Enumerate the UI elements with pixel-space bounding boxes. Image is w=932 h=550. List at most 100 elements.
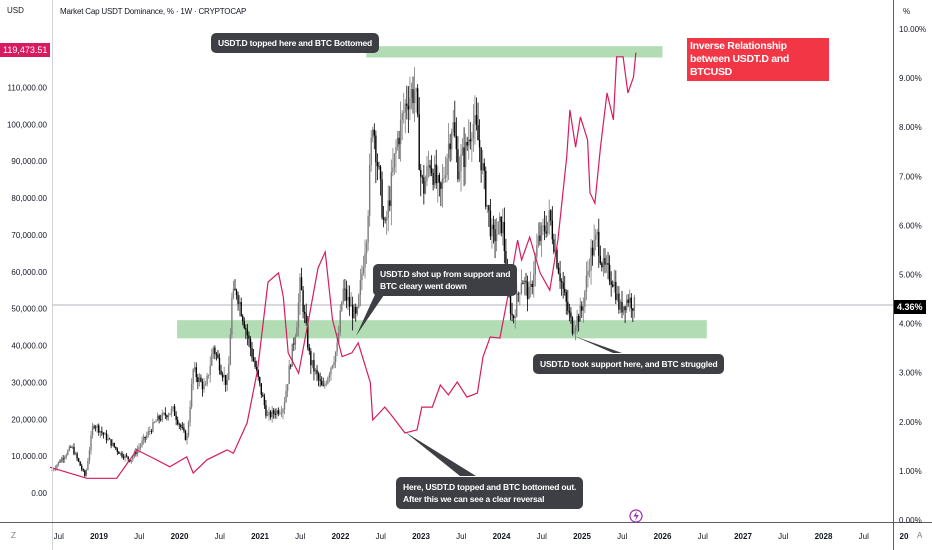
candle-body (91, 426, 94, 436)
candle-body (625, 299, 628, 311)
candle-body (492, 224, 495, 230)
left-tick-label: 80,000.00 (11, 194, 47, 203)
candle-body (144, 436, 146, 439)
candle-body (454, 122, 456, 136)
candle-body (612, 284, 614, 287)
candle-body (478, 140, 481, 148)
right-axis[interactable]: 0.00% 1.00% 2.00% 3.00% 4.00% 5.00% 6.00% 7.00%… (899, 25, 926, 525)
right-tick-label: 10.00% (899, 25, 926, 34)
candle-body (368, 165, 371, 216)
candle-body (320, 380, 323, 386)
candle-body (427, 165, 430, 167)
candle-body (477, 125, 479, 141)
candle-body (621, 301, 623, 313)
candle-body (59, 461, 61, 463)
candle-body (608, 264, 611, 282)
candle-body (613, 281, 615, 287)
lightning-icon[interactable] (629, 509, 643, 523)
candle-body (406, 103, 408, 106)
candle-body (344, 288, 346, 290)
time-tick-label: Jul (778, 532, 788, 541)
candle-body (392, 167, 394, 173)
candle-body (268, 411, 270, 416)
candle-body (396, 137, 399, 147)
candle-body (481, 163, 484, 171)
candle-body (458, 171, 461, 180)
candle-body (441, 178, 444, 189)
candle-body (229, 334, 232, 365)
candle-body (138, 447, 140, 450)
candle-body (526, 282, 529, 300)
right-tick-label: 7.00% (899, 172, 922, 181)
candle-body (519, 293, 521, 294)
timezone-button[interactable]: Z (11, 531, 16, 540)
candle-body (423, 177, 425, 194)
callout-shot-up[interactable]: USDT.D shot up from support and BTC clea… (373, 264, 518, 296)
candle-body (77, 458, 80, 462)
candle-body (633, 297, 636, 311)
candle-body (251, 348, 253, 358)
candle-body (618, 293, 620, 310)
candle-body (88, 450, 91, 461)
candle-body (272, 410, 275, 414)
candle-body (310, 351, 312, 366)
candle-body (610, 281, 612, 285)
candle-body (480, 147, 482, 171)
candle-body (262, 394, 264, 397)
candle-body (437, 175, 439, 184)
callout-top[interactable]: USDT.D topped here and BTC Bottomed (211, 33, 380, 53)
candle-body (110, 439, 112, 446)
candle-body (257, 369, 259, 378)
candle-body (325, 383, 328, 385)
candle-body (358, 295, 360, 308)
candle-body (181, 427, 184, 428)
candle-body (385, 218, 388, 221)
candle-body (429, 165, 431, 169)
candle-body (488, 205, 490, 211)
candle-body (390, 172, 393, 206)
candle-body (607, 263, 609, 265)
time-axis[interactable]: Jul 2019 Jul 2020 Jul 2021 Jul 2022 Jul 2023 Jul 20… (54, 532, 909, 541)
candle-body (413, 91, 416, 104)
candle-body (446, 158, 448, 176)
candle-body (60, 458, 63, 462)
candle-body (581, 305, 583, 311)
candle-body (111, 442, 114, 446)
candle-body (260, 383, 263, 395)
candle-body (238, 302, 241, 305)
auto-scale-button[interactable]: A (917, 531, 923, 540)
callout-reversal[interactable]: Here, USDT.D topped and BTC bottomed out… (396, 477, 584, 509)
candle-body (305, 313, 307, 324)
candle-body (591, 247, 594, 256)
candle-body (542, 225, 544, 227)
candle-body (559, 273, 561, 282)
candle-body (605, 263, 608, 265)
candle-body (499, 216, 501, 222)
usdt-last-value-tag: 4.36% (894, 300, 926, 314)
right-tick-label: 8.00% (899, 123, 922, 132)
left-axis[interactable]: 0.00 10,000.00 20,000.00 30,000.00 40,000.00… (7, 83, 48, 498)
candle-body (195, 367, 197, 378)
candle-body (155, 421, 157, 423)
candle-body (130, 459, 132, 462)
candle-body (124, 455, 126, 459)
time-tick-label: 2019 (90, 532, 108, 541)
candle-body (351, 304, 354, 319)
candle-body (53, 469, 55, 470)
candle-body (627, 299, 629, 303)
candle-body (341, 301, 343, 311)
callout-support[interactable]: USDT.D took support here, and BTC strugg… (533, 354, 725, 374)
candle-body (517, 293, 519, 295)
candle-body (84, 470, 86, 476)
candle-body (443, 177, 445, 179)
right-tick-label: 0.00% (899, 516, 922, 525)
candle-body (85, 469, 88, 476)
candle-body (534, 256, 537, 275)
candle-body (339, 310, 341, 333)
candle-body (468, 139, 470, 146)
inverse-relationship-label[interactable]: Inverse Relationship between USDT.D and … (687, 38, 829, 81)
candle-body (403, 112, 405, 114)
candle-body (161, 413, 163, 420)
candle-body (266, 415, 269, 416)
candle-body (554, 249, 557, 252)
